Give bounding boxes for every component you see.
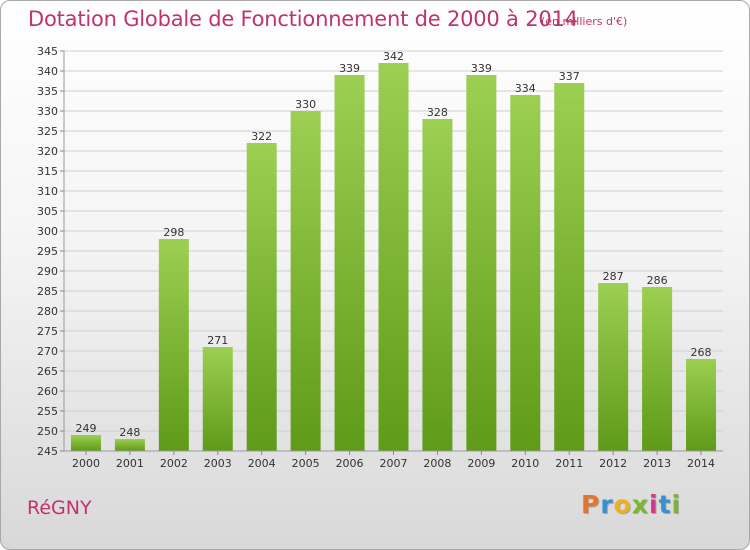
x-tick-label: 2009 xyxy=(467,457,495,470)
y-tick-label: 305 xyxy=(37,205,58,218)
y-tick-label: 310 xyxy=(37,185,58,198)
x-tick-label: 2007 xyxy=(380,457,408,470)
bar-2000 xyxy=(70,435,101,451)
y-tick-label: 265 xyxy=(37,365,58,378)
x-tick-label: 2014 xyxy=(687,457,715,470)
bar-2011 xyxy=(554,83,585,451)
x-tick-label: 2008 xyxy=(423,457,451,470)
y-tick-label: 335 xyxy=(37,85,58,98)
bar-2006 xyxy=(334,75,365,451)
y-tick-label: 285 xyxy=(37,285,58,298)
chart-title: Dotation Globale de Fonctionnement de 20… xyxy=(28,7,578,31)
data-label: 337 xyxy=(559,70,580,83)
commune-name: RéGNY xyxy=(27,497,92,519)
bar-2008 xyxy=(422,119,453,451)
logo-letter: r xyxy=(600,490,614,519)
bar-2012 xyxy=(598,283,629,451)
bar-2013 xyxy=(642,287,673,451)
data-label: 342 xyxy=(383,50,404,63)
labels: 245 250 255 260 265 270 275 280 285 290 295 300 305 3… xyxy=(37,45,715,470)
logo-letter: t xyxy=(658,490,672,519)
x-tick-label: 2013 xyxy=(643,457,671,470)
bar-2009 xyxy=(466,75,497,451)
data-label: 339 xyxy=(339,62,360,75)
bar-2001 xyxy=(114,439,145,451)
logo-letter: o xyxy=(613,490,632,519)
y-tick-label: 295 xyxy=(37,245,58,258)
bar-2005 xyxy=(290,111,321,451)
x-tick-label: 2002 xyxy=(160,457,188,470)
logo-letter: i xyxy=(649,490,659,519)
bar-2007 xyxy=(378,63,409,451)
data-label: 328 xyxy=(427,106,448,119)
y-tick-label: 330 xyxy=(37,105,58,118)
y-tick-label: 245 xyxy=(37,445,58,458)
chart-unit-note: (en milliers d'€) xyxy=(541,15,628,28)
data-label: 268 xyxy=(691,346,712,359)
y-tick-label: 315 xyxy=(37,165,58,178)
data-label: 322 xyxy=(251,130,272,143)
data-label: 271 xyxy=(207,334,228,347)
data-label: 339 xyxy=(471,62,492,75)
x-tick-label: 2012 xyxy=(599,457,627,470)
y-tick-label: 300 xyxy=(37,225,58,238)
proxiti-logo: Proxiti xyxy=(581,490,681,519)
x-tick-label: 2003 xyxy=(204,457,232,470)
bar-2004 xyxy=(246,143,277,451)
y-tick-label: 290 xyxy=(37,265,58,278)
data-label: 330 xyxy=(295,98,316,111)
x-tick-label: 2005 xyxy=(292,457,320,470)
x-tick-label: 2001 xyxy=(116,457,144,470)
bar-2003 xyxy=(202,347,233,451)
x-tick-label: 2011 xyxy=(555,457,583,470)
data-label: 286 xyxy=(647,274,668,287)
y-tick-label: 280 xyxy=(37,305,58,318)
axes xyxy=(60,50,723,455)
bar-2014 xyxy=(686,359,717,451)
data-label: 334 xyxy=(515,82,536,95)
y-tick-label: 325 xyxy=(37,125,58,138)
y-tick-label: 250 xyxy=(37,425,58,438)
y-tick-label: 270 xyxy=(37,345,58,358)
x-tick-label: 2010 xyxy=(511,457,539,470)
bars xyxy=(70,63,717,451)
x-tick-label: 2000 xyxy=(72,457,100,470)
data-label: 298 xyxy=(163,226,184,239)
logo-letter: x xyxy=(631,490,649,519)
data-label: 249 xyxy=(75,422,96,435)
data-label: 248 xyxy=(119,426,140,439)
y-tick-label: 345 xyxy=(37,45,58,58)
logo-letter: P xyxy=(581,490,601,519)
y-tick-label: 255 xyxy=(37,405,58,418)
x-tick-label: 2006 xyxy=(336,457,364,470)
bar-2010 xyxy=(510,95,541,451)
y-tick-label: 340 xyxy=(37,65,58,78)
y-tick-label: 320 xyxy=(37,145,58,158)
y-tick-label: 275 xyxy=(37,325,58,338)
logo-letter: i xyxy=(671,490,682,519)
bar-2002 xyxy=(158,239,189,451)
x-tick-label: 2004 xyxy=(248,457,276,470)
y-tick-label: 260 xyxy=(37,385,58,398)
data-label: 287 xyxy=(603,270,624,283)
